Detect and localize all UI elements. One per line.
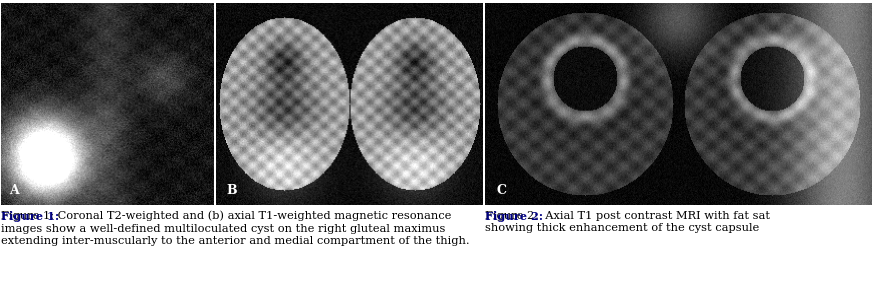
Text: Figure 2:  Axial T1 post contrast MRI with fat sat
showing thick enhancement of : Figure 2: Axial T1 post contrast MRI wit… [485,211,770,233]
Text: Figure 1: Coronal T2-weighted and (b) axial T1-weighted magnetic resonance
image: Figure 1: Coronal T2-weighted and (b) ax… [1,211,470,246]
Text: B: B [226,184,237,197]
Text: C: C [497,184,507,197]
Text: Figure 1:: Figure 1: [1,211,59,222]
Text: A: A [10,184,19,197]
Text: Figure 2:: Figure 2: [485,211,543,222]
